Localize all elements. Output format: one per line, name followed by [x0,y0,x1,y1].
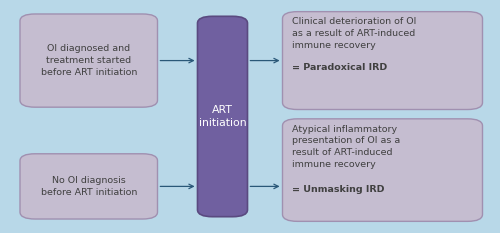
FancyBboxPatch shape [282,12,482,110]
FancyBboxPatch shape [20,14,158,107]
Text: = Paradoxical IRD: = Paradoxical IRD [292,63,387,72]
Text: Clinical deterioration of OI
as a result of ART-induced
immune recovery: Clinical deterioration of OI as a result… [292,17,416,50]
Text: ART
initiation: ART initiation [198,105,246,128]
Text: No OI diagnosis
before ART initiation: No OI diagnosis before ART initiation [40,176,137,197]
FancyBboxPatch shape [198,16,248,217]
FancyBboxPatch shape [282,119,482,221]
Text: OI diagnosed and
treatment started
before ART initiation: OI diagnosed and treatment started befor… [40,44,137,77]
Text: Atypical inflammatory
presentation of OI as a
result of ART-induced
immune recov: Atypical inflammatory presentation of OI… [292,125,400,169]
Text: = Unmasking IRD: = Unmasking IRD [292,185,384,195]
FancyBboxPatch shape [20,154,158,219]
